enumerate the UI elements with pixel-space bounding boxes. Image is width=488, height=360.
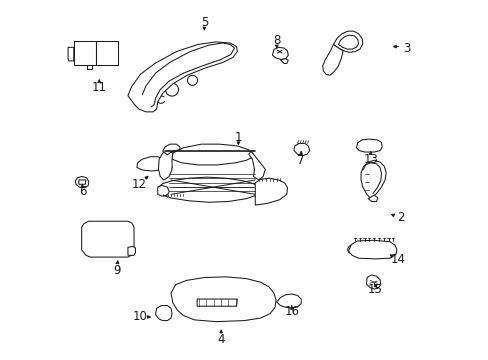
- Polygon shape: [96, 41, 118, 65]
- Polygon shape: [86, 65, 92, 69]
- Polygon shape: [272, 47, 287, 59]
- Polygon shape: [137, 157, 165, 171]
- Polygon shape: [164, 163, 172, 169]
- Polygon shape: [280, 59, 287, 63]
- Text: 8: 8: [272, 34, 280, 48]
- Polygon shape: [158, 150, 172, 180]
- Polygon shape: [128, 246, 135, 255]
- Polygon shape: [276, 294, 301, 308]
- Polygon shape: [356, 139, 382, 152]
- Polygon shape: [366, 275, 380, 289]
- Polygon shape: [172, 144, 253, 165]
- Text: 2: 2: [396, 211, 404, 224]
- Text: 16: 16: [284, 306, 299, 319]
- Text: 9: 9: [113, 264, 121, 277]
- Polygon shape: [248, 151, 265, 180]
- Polygon shape: [158, 185, 169, 196]
- Text: 5: 5: [200, 16, 207, 29]
- Polygon shape: [255, 178, 287, 205]
- Text: 13: 13: [363, 153, 377, 166]
- Polygon shape: [158, 177, 261, 202]
- Polygon shape: [163, 144, 180, 155]
- Polygon shape: [197, 299, 237, 306]
- Polygon shape: [293, 143, 309, 156]
- Text: 7: 7: [297, 154, 305, 167]
- Polygon shape: [360, 160, 386, 199]
- Text: 11: 11: [92, 81, 106, 94]
- Polygon shape: [322, 44, 343, 75]
- Text: 6: 6: [79, 185, 86, 198]
- Polygon shape: [171, 277, 276, 321]
- Polygon shape: [75, 176, 89, 188]
- Text: 10: 10: [132, 310, 147, 324]
- Polygon shape: [155, 306, 172, 320]
- Text: 15: 15: [367, 283, 382, 296]
- Polygon shape: [348, 240, 396, 259]
- Text: 4: 4: [217, 333, 224, 346]
- Polygon shape: [74, 41, 96, 65]
- Polygon shape: [68, 47, 74, 61]
- Polygon shape: [128, 42, 237, 112]
- Text: 12: 12: [131, 178, 146, 191]
- Text: 14: 14: [390, 253, 405, 266]
- Polygon shape: [79, 180, 86, 184]
- Text: 3: 3: [402, 41, 409, 54]
- Polygon shape: [367, 195, 377, 202]
- Polygon shape: [333, 31, 362, 52]
- Text: 1: 1: [234, 131, 242, 144]
- Polygon shape: [81, 221, 134, 257]
